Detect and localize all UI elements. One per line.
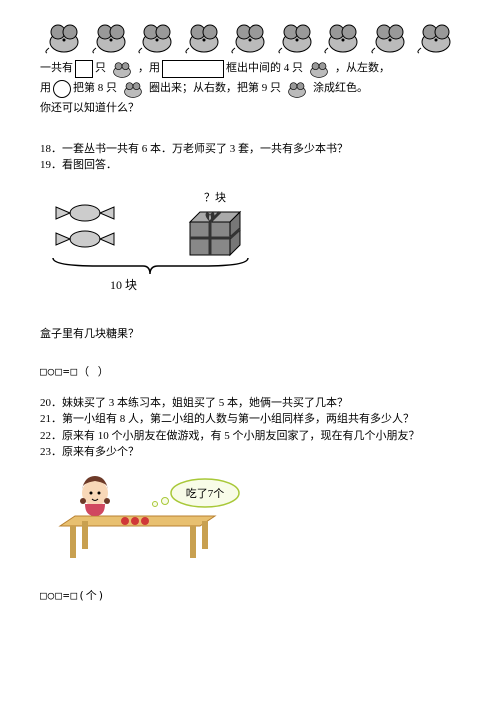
- question-line-3: 你还可以知道什么？: [40, 99, 460, 119]
- q20: 20．妹妹买了 3 本练习本，姐姐买了 5 本，她俩一共买了几本？: [40, 395, 460, 412]
- text: 圈出来；从右数，把第 9 只: [149, 79, 281, 99]
- mouse-icon: [416, 20, 456, 55]
- text: 把第 8 只: [73, 79, 117, 99]
- q23: 23．原来有多少个？: [40, 444, 460, 461]
- candy-figure: ？块 10 块: [40, 184, 460, 304]
- text: 你还可以知道什么？: [40, 99, 139, 119]
- gift-box-icon: [185, 207, 245, 257]
- text: 用: [40, 79, 51, 99]
- gift-box-wrap: ？块: [185, 189, 245, 260]
- mouse-icon: [108, 59, 136, 79]
- mouse-icon: [305, 59, 333, 79]
- page: 一共有 只 ，用 框出中间的 4 只 ，从左数， 用 把第 8 只 圈出来；从右…: [0, 0, 500, 708]
- q22: 22．原来有 10 个小朋友在做游戏，有 5 个小朋友回家了，现在有几个小朋友？: [40, 428, 460, 445]
- blank-circle: [53, 80, 71, 98]
- mouse-icon: [370, 20, 410, 55]
- girl-figure: 吃了7个: [40, 471, 460, 566]
- girl-table-icon: 吃了7个: [40, 471, 270, 566]
- candy-icon: [50, 204, 120, 222]
- mouse-icon: [91, 20, 131, 55]
- mouse-icon: [323, 20, 363, 55]
- text: 框出中间的 4 只: [226, 59, 303, 79]
- mouse-icon: [283, 79, 311, 99]
- text: ，从左数，: [335, 59, 390, 79]
- candy-icon: [50, 230, 120, 248]
- text: 一共有: [40, 59, 73, 79]
- q21: 21．第一小组有 8 人，第二小组的人数与第一小组同样多，两组共有多少人？: [40, 411, 460, 428]
- text: 涂成红色。: [313, 79, 368, 99]
- mouse-icon: [184, 20, 224, 55]
- question-line-1: 一共有 只 ，用 框出中间的 4 只 ，从左数，: [40, 59, 460, 79]
- bubble-text: 吃了7个: [186, 487, 225, 500]
- mouse-row: [40, 20, 460, 55]
- blank-rect: [162, 60, 224, 78]
- candy-question: 盒子里有几块糖果？: [40, 326, 460, 343]
- text: ，用: [138, 59, 160, 79]
- mouse-icon: [119, 79, 147, 99]
- q18: 18．一套丛书一共有 6 本．万老师买了 3 套，一共有多少本书？: [40, 141, 460, 158]
- brace-icon: [48, 256, 253, 276]
- mouse-icon: [277, 20, 317, 55]
- box-label: ？块: [185, 189, 245, 205]
- candy-equation: □○□=□（ ）: [40, 364, 460, 381]
- candies: [50, 204, 120, 248]
- mouse-icon: [137, 20, 177, 55]
- blank-square: [75, 60, 93, 78]
- text: 只: [95, 59, 106, 79]
- q19: 19．看图回答．: [40, 157, 460, 174]
- girl-equation: □○□=□(个): [40, 588, 460, 605]
- mouse-icon: [44, 20, 84, 55]
- total-label: 10 块: [110, 276, 137, 293]
- mouse-icon: [230, 20, 270, 55]
- question-line-2: 用 把第 8 只 圈出来；从右数，把第 9 只 涂成红色。: [40, 79, 460, 99]
